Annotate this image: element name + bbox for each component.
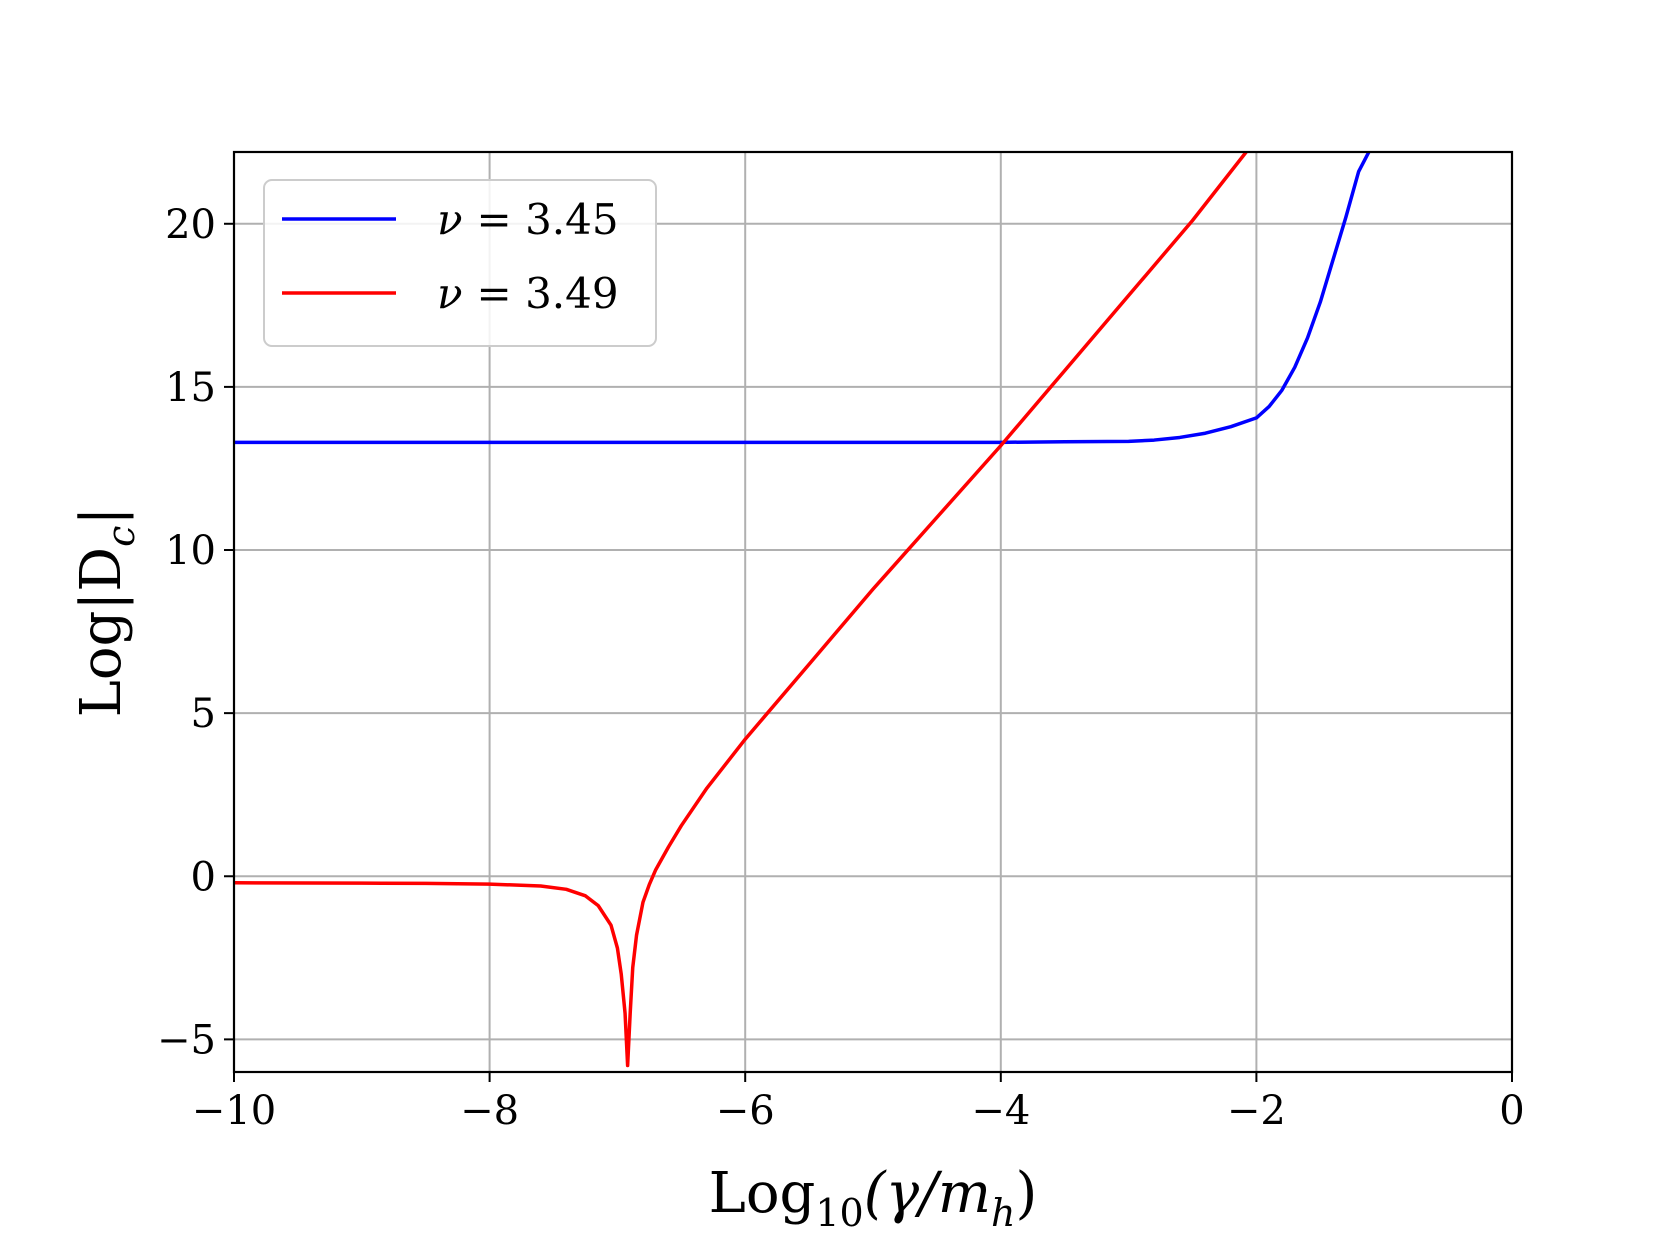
y-tick-label: 15 xyxy=(165,365,216,411)
legend-label-nu-3-45: ν = 3.45 xyxy=(437,195,619,244)
y-axis-label-close: | xyxy=(69,507,134,526)
legend-value-1: = 3.49 xyxy=(477,269,619,318)
legend-var-1: ν xyxy=(437,269,463,318)
series-lines xyxy=(234,152,1371,1068)
x-axis-label-sub: 10 xyxy=(815,1191,863,1235)
x-tick-label: −10 xyxy=(192,1088,276,1134)
x-axis-label-pre: Log xyxy=(709,1161,816,1226)
x-tick-label: −6 xyxy=(716,1088,775,1134)
y-axis-label-sub: c xyxy=(99,526,143,547)
y-axis-label-pre: Log|D xyxy=(69,547,134,718)
legend-value-0: = 3.45 xyxy=(477,195,619,244)
y-axis-ticks: −5 0 5 10 15 20 xyxy=(157,202,234,1063)
x-tick-label: 0 xyxy=(1499,1088,1524,1134)
legend-var-0: ν xyxy=(437,195,463,244)
x-axis-label-post: (γ/m xyxy=(864,1161,991,1226)
x-axis-label-var-sub: h xyxy=(991,1191,1015,1235)
y-tick-label: −5 xyxy=(157,1017,216,1063)
x-tick-label: −4 xyxy=(971,1088,1030,1134)
y-tick-label: 10 xyxy=(165,528,216,574)
x-tick-label: −2 xyxy=(1227,1088,1286,1134)
y-tick-label: 0 xyxy=(191,854,216,900)
x-tick-label: −8 xyxy=(460,1088,519,1134)
legend-label-nu-3-49: ν = 3.49 xyxy=(437,269,619,318)
plot-frame xyxy=(232,150,1514,1074)
legend: ν = 3.45 ν = 3.49 xyxy=(263,179,657,347)
x-axis-label: Log10(γ/mh) xyxy=(709,1161,1038,1235)
y-tick-label: 5 xyxy=(191,691,216,737)
x-axis-ticks: −10 −8 −6 −4 −2 0 xyxy=(192,1072,1525,1134)
x-axis-label-close: ) xyxy=(1016,1161,1038,1226)
y-axis-label: Log|Dc| xyxy=(69,507,143,718)
series-line-0 xyxy=(234,152,1371,445)
series-line-1 xyxy=(234,152,1248,1068)
legend-box xyxy=(263,179,657,347)
y-tick-label: 20 xyxy=(165,202,216,248)
